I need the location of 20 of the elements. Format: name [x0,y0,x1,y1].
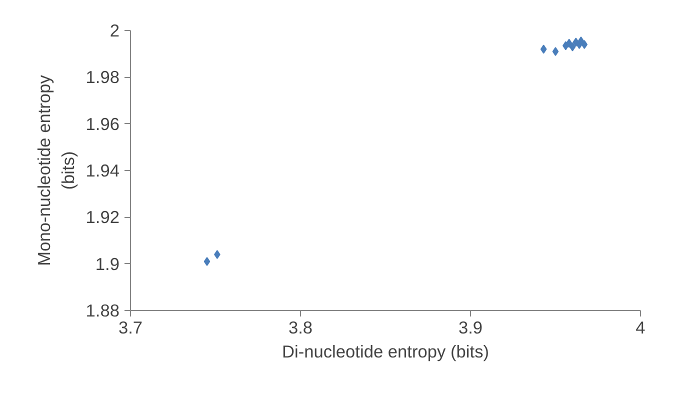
x-tick-label: 4 [636,318,646,338]
y-tick-label: 1.9 [95,254,120,274]
x-tick-label: 3.9 [458,318,483,338]
y-tick-label: 1.96 [86,114,120,134]
y-tick-label: 1.98 [86,67,120,88]
point [552,47,559,56]
point [540,44,547,54]
point [204,257,210,266]
x-tick-label: 3.8 [288,318,313,338]
y-tick-label: 1.92 [86,207,120,228]
y-tick-label: 2 [110,20,120,40]
point [569,42,576,52]
y-tick-label: 1.88 [86,300,120,320]
x-tick-label: 3.7 [118,318,143,338]
point [581,40,588,49]
point [566,38,572,48]
point [214,250,220,259]
x-axis-title: Di-nucleotide entropy (bits) [282,342,490,362]
y-tick-label: 1.94 [86,160,120,180]
y-axis-title: Mono-nucleotide entropy (bits) [34,74,78,266]
